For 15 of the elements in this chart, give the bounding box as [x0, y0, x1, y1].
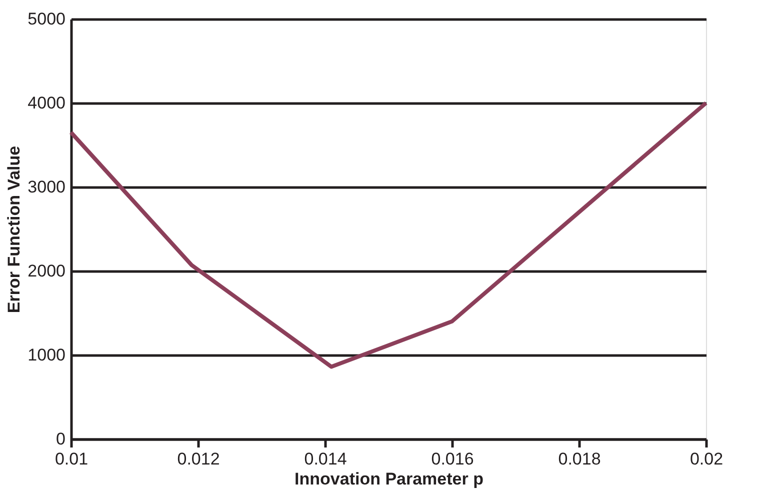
- x-tick-label: 0.02: [690, 450, 724, 468]
- y-tick-label: 4000: [28, 94, 66, 112]
- x-tick-label: 0.01: [54, 450, 88, 468]
- y-tick-label: 1000: [28, 346, 66, 364]
- line-series: [69, 101, 708, 369]
- y-axis-title: Error Function Value: [4, 146, 24, 314]
- x-tick-label: 0.018: [558, 450, 601, 468]
- y-tick-label: 5000: [28, 10, 66, 28]
- x-tick-label: 0.016: [431, 450, 474, 468]
- x-tick-label: 0.014: [304, 450, 347, 468]
- x-axis-title: Innovation Parameter p: [294, 470, 484, 488]
- y-tick-label: 3000: [28, 178, 66, 196]
- y-tick-label: 0: [56, 430, 66, 448]
- y-tick-label: 2000: [28, 262, 66, 280]
- x-tick-label: 0.012: [177, 450, 220, 468]
